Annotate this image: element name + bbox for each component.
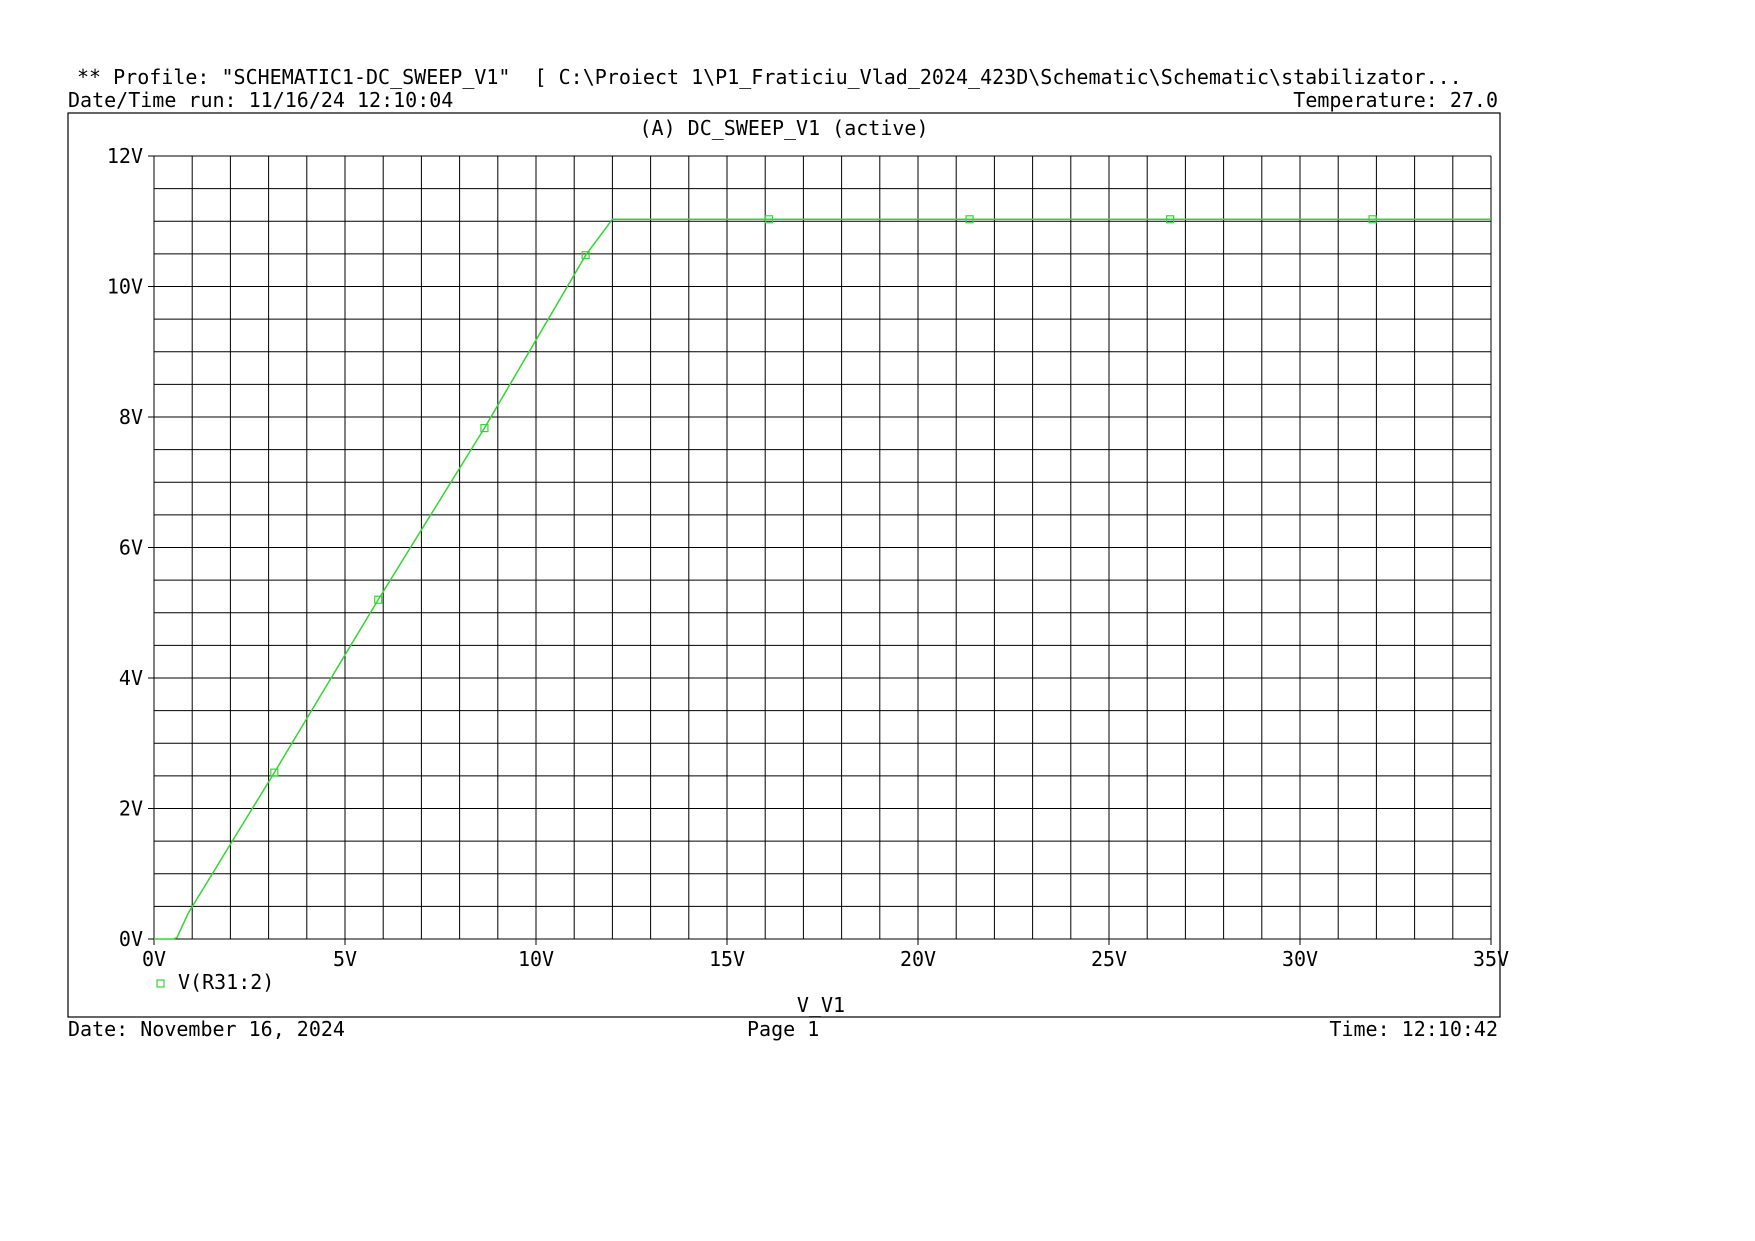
y-tick-label: 4V — [119, 666, 143, 690]
x-tick-label: 0V — [142, 947, 166, 971]
series-line — [154, 218, 1491, 940]
footer-time: Time: 12:10:42 — [1329, 1017, 1498, 1041]
datetime-run: Date/Time run: 11/16/24 12:10:04 — [68, 88, 454, 112]
data-point-marker — [965, 215, 974, 224]
plot-frame — [67, 112, 1501, 1018]
legend-marker — [156, 979, 165, 988]
footer-page: Page 1 — [747, 1017, 820, 1041]
chart-title: (A) DC_SWEEP_V1 (active) — [640, 116, 929, 140]
y-tick-label: 6V — [119, 536, 143, 560]
data-point-marker — [581, 251, 590, 260]
x-tick-label: 5V — [333, 947, 357, 971]
legend-label: V(R31:2) — [178, 970, 274, 994]
temperature-readout: Temperature: 27.0 — [1293, 88, 1498, 112]
data-point-marker — [1166, 215, 1175, 224]
x-axis-label: V_V1 — [797, 993, 845, 1017]
data-point-marker — [1368, 215, 1377, 224]
x-tick-label: 20V — [900, 947, 936, 971]
data-point-marker — [764, 215, 774, 224]
x-tick-label: 30V — [1282, 947, 1318, 971]
data-point-marker — [480, 423, 489, 433]
y-tick-label: 12V — [107, 144, 143, 168]
grid — [148, 155, 1492, 945]
x-tick-label: 35V — [1473, 947, 1509, 971]
x-tick-label: 10V — [518, 947, 554, 971]
data-point-marker — [374, 595, 383, 604]
series-layer — [154, 215, 1491, 940]
x-tick-label: 25V — [1091, 947, 1127, 971]
profile-line: ** Profile: "SCHEMATIC1-DC_SWEEP_V1" [ C… — [77, 65, 1462, 89]
y-tick-label: 8V — [119, 405, 143, 429]
legend: V(R31:2) — [156, 970, 274, 994]
data-point-marker — [270, 768, 279, 777]
y-tick-label: 2V — [119, 797, 143, 821]
footer-date: Date: November 16, 2024 — [68, 1017, 345, 1041]
y-tick-label: 10V — [107, 275, 143, 299]
x-tick-label: 15V — [709, 947, 745, 971]
y-tick-label: 0V — [119, 927, 143, 951]
axis-ticks: 0V 5V 10V 15V 20V 25V 30V 35V 0V 2V 4V 6V 8V 10V 12V — [107, 144, 1509, 971]
